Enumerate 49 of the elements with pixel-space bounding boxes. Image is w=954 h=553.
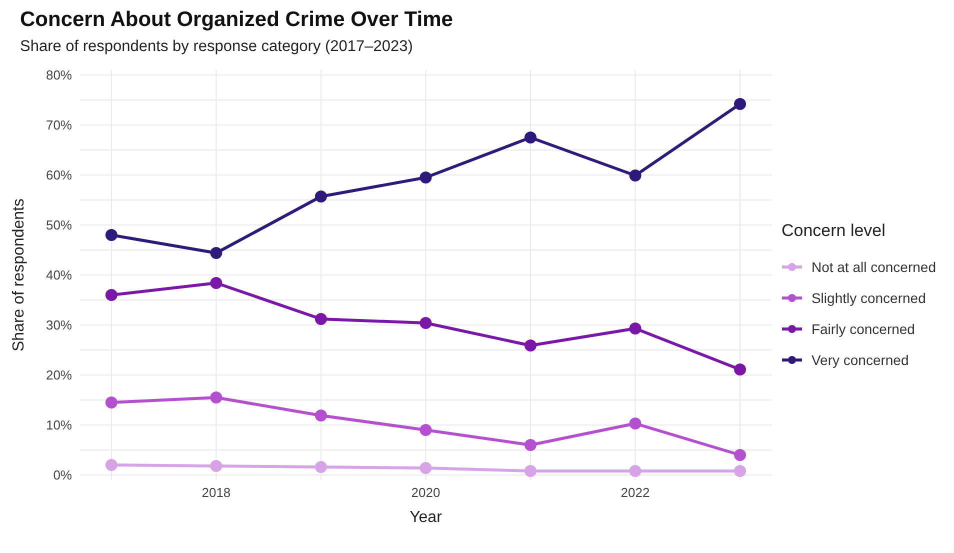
point [210,247,222,259]
point [524,132,536,144]
y-tick-label: 30% [46,318,72,333]
y-tick-label: 10% [46,418,72,433]
point [420,462,432,474]
legend-label: Fairly concerned [811,320,915,336]
y-axis-title: Share of respondents [10,198,28,352]
point [210,460,222,472]
point [629,465,642,477]
point [210,277,222,289]
point [105,229,118,241]
legend-title: Concern level [781,221,886,241]
point [105,459,118,471]
point [105,289,118,301]
chart-subtitle: Share of respondents by response category (2017–2023) [19,38,414,56]
point [524,465,536,477]
point [629,322,642,334]
point [105,396,118,408]
x-tick-label: 2022 [620,485,650,500]
point [734,98,746,110]
chart-title: Concern About Organized Crime Over Time [19,8,454,32]
y-tick-label: 60% [46,168,72,183]
y-tick-label: 80% [46,68,72,83]
point [734,364,746,376]
x-tick-label: 2018 [202,485,231,500]
point [734,465,746,477]
legend-label: Very concerned [811,352,909,368]
y-tick-label: 50% [46,218,72,233]
point [734,449,746,461]
point [629,418,642,430]
y-tick-label: 0% [53,468,72,483]
y-tick-label: 70% [46,118,72,133]
point [314,410,327,422]
point [524,340,536,352]
legend-label: Slightly concerned [811,290,926,306]
point [314,461,327,473]
point [420,424,432,436]
point [210,392,222,404]
point [420,317,432,329]
point [629,170,642,182]
x-tick-label: 2020 [411,485,440,500]
point [314,190,327,202]
legend-label: Not at all concerned [811,258,936,274]
point [524,439,536,451]
y-tick-label: 20% [46,368,72,383]
point [314,313,327,325]
x-axis-title: Year [410,509,443,526]
y-tick-label: 40% [46,268,72,283]
point [420,172,432,184]
